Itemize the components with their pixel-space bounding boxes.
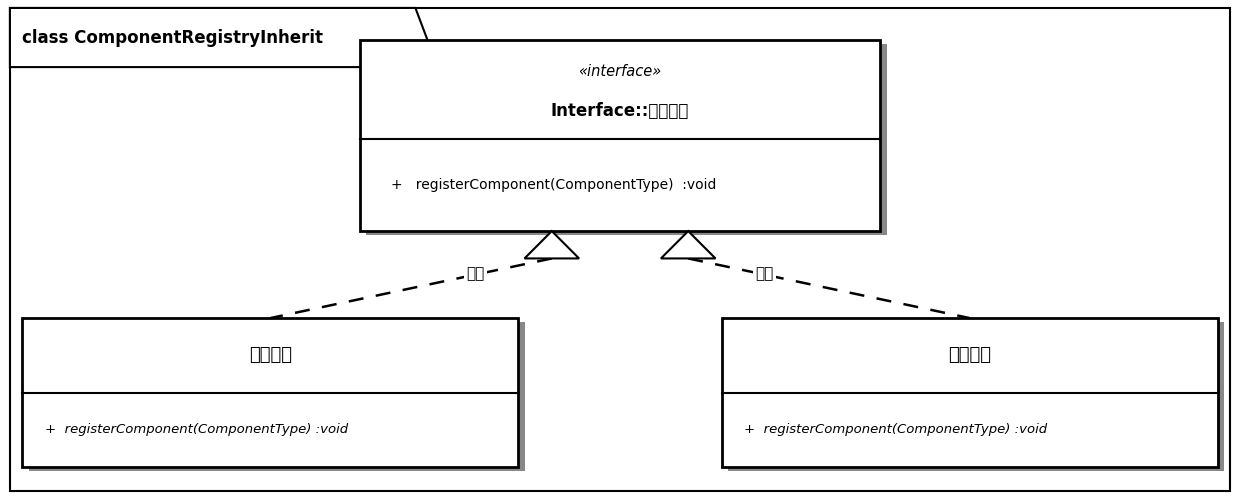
Bar [29,322,525,471]
Text: 实现: 实现 [755,266,774,281]
Text: +  registerComponent(ComponentType) :void: + registerComponent(ComponentType) :void [45,423,347,436]
Bar [360,40,880,231]
Bar [22,318,518,467]
Bar [366,44,887,235]
Bar [728,322,1224,471]
Bar [722,318,1218,467]
Text: +   registerComponent(ComponentType)  :void: + registerComponent(ComponentType) :void [391,178,715,192]
Polygon shape [525,231,579,258]
Polygon shape [10,8,438,67]
Text: 应用注册: 应用注册 [249,346,291,364]
Text: 实现: 实现 [466,266,485,281]
Text: 设备注册: 设备注册 [949,346,991,364]
Polygon shape [661,231,715,258]
Text: Interface::组件注册: Interface::组件注册 [551,102,689,120]
Text: «interface»: «interface» [578,64,662,79]
Text: +  registerComponent(ComponentType) :void: + registerComponent(ComponentType) :void [744,423,1047,436]
Text: class ComponentRegistryInherit: class ComponentRegistryInherit [22,28,324,47]
